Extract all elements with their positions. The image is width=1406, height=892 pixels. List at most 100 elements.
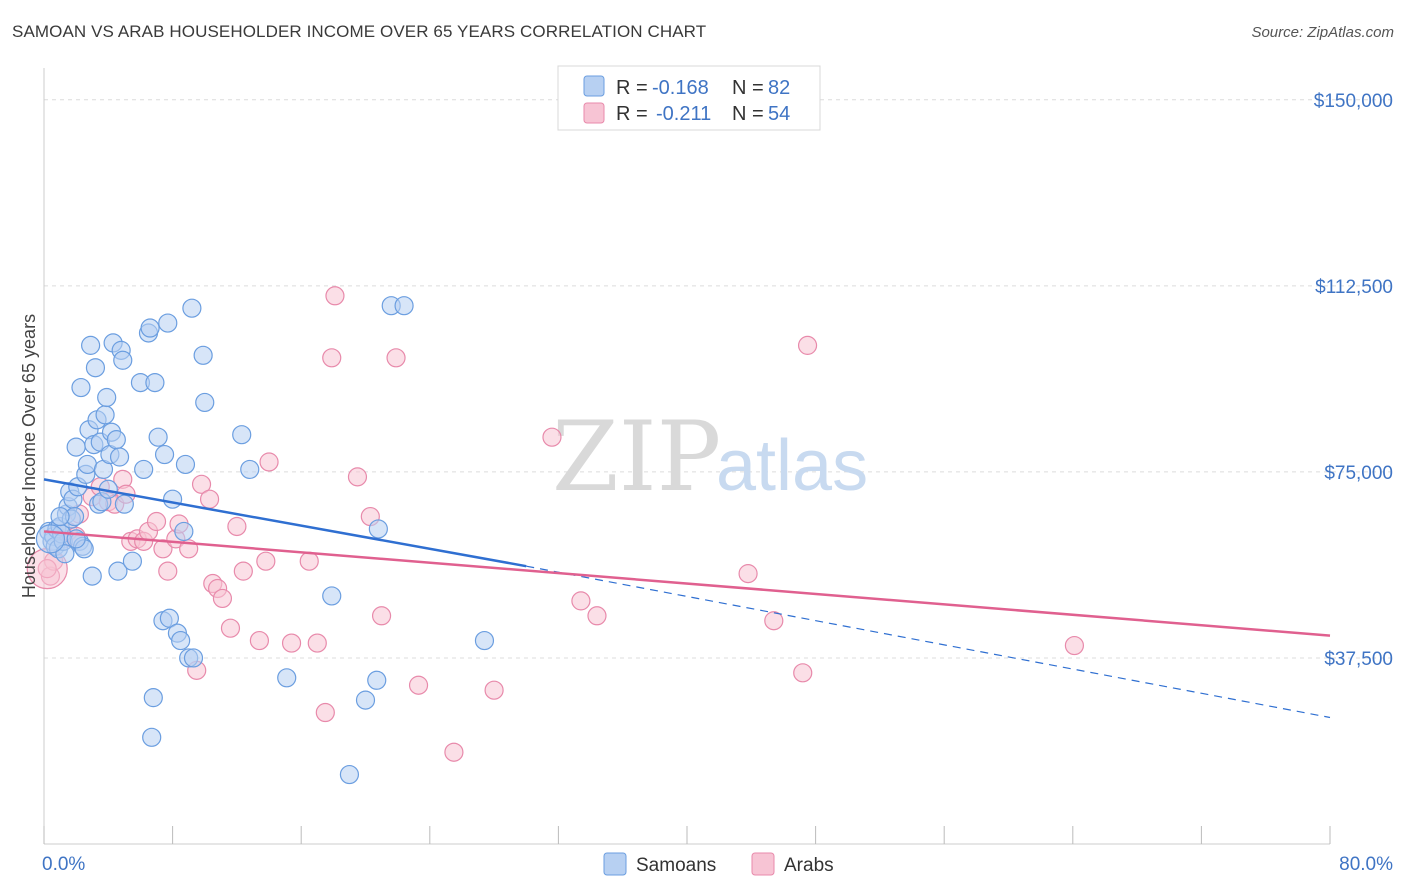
x-tick-label-max: 80.0% — [1339, 854, 1393, 875]
samoan-point — [394, 296, 414, 316]
arab-point — [259, 452, 279, 472]
y-tick-label: $150,000 — [1314, 91, 1393, 112]
samoan-trendline — [43, 478, 527, 568]
arab-point — [299, 551, 319, 571]
arab-trendline — [43, 530, 1331, 637]
samoan-point — [71, 377, 91, 398]
source-credit: Source: ZipAtlas.com — [1251, 24, 1394, 41]
samoan-point — [77, 454, 98, 475]
correlation-legend: R = -0.168 N = 82 R = -0.211 N = 54 — [557, 65, 821, 131]
watermark: ZIP atlas — [552, 401, 868, 513]
samoan-point — [240, 459, 260, 480]
samoan-point — [355, 690, 376, 710]
legend-n-label-arabs: N = — [732, 103, 764, 125]
arab-point — [408, 675, 429, 695]
arab-point — [146, 511, 167, 532]
arab-point — [191, 474, 212, 494]
samoan-point — [367, 670, 387, 690]
arab-point — [738, 564, 758, 584]
arab-point — [199, 489, 220, 509]
samoan-point — [81, 335, 101, 355]
chart-title: SAMOAN VS ARAB HOUSEHOLDER INCOME OVER 6… — [12, 22, 707, 41]
y-tick-label: $112,500 — [1315, 277, 1393, 298]
axes — [43, 68, 1331, 845]
samoan-point — [142, 727, 162, 747]
samoan-trendline-extension — [526, 565, 1331, 719]
y-axis-label: Householder Income Over 65 years — [19, 314, 39, 598]
samoan-point — [143, 688, 163, 708]
arab-point — [281, 633, 302, 653]
arab-point — [315, 702, 335, 723]
samoan-point — [368, 519, 388, 539]
arab-point — [793, 663, 813, 683]
arab-point — [587, 606, 607, 626]
arab-point — [158, 561, 178, 581]
samoan-point — [322, 586, 342, 606]
x-tick-label-min: 0.0% — [42, 854, 85, 875]
trendlines — [43, 478, 1331, 719]
y-tick-labels: $37,500 $75,000 $112,500 $150,000 — [1314, 91, 1393, 670]
arab-point — [542, 427, 562, 447]
arab-point — [220, 618, 241, 638]
arab-point — [571, 591, 591, 611]
samoan-point-large — [35, 524, 66, 554]
y-tick-label: $37,500 — [1324, 649, 1393, 670]
samoan-point — [140, 318, 160, 338]
arab-point — [347, 467, 368, 487]
samoan-point — [474, 630, 495, 651]
samoan-point — [183, 648, 204, 668]
bottom-swatch-arabs — [751, 852, 775, 876]
arab-point — [227, 516, 247, 537]
samoan-point — [193, 345, 213, 365]
bottom-swatch-samoans — [603, 852, 627, 876]
samoan-point — [108, 561, 128, 581]
samoan-point — [82, 566, 102, 586]
legend-n-samoans: 82 — [768, 77, 790, 99]
legend-swatch-samoans — [583, 75, 605, 97]
samoan-points — [35, 296, 495, 785]
series-legend: Samoans Arabs — [603, 852, 834, 876]
arab-point — [307, 633, 327, 653]
samoan-point — [145, 373, 165, 393]
arab-point — [1064, 635, 1085, 656]
bottom-legend-samoans: Samoans — [636, 855, 716, 876]
legend-r-samoans: -0.168 — [652, 77, 709, 99]
samoan-point — [66, 437, 86, 457]
legend-n-arabs: 54 — [768, 103, 790, 125]
samoan-point — [113, 350, 133, 370]
arab-point — [322, 348, 342, 368]
arab-point — [153, 539, 173, 559]
legend-swatch-arabs — [583, 102, 605, 124]
samoan-point — [109, 447, 130, 467]
samoan-point — [195, 392, 215, 413]
samoan-point — [277, 668, 297, 688]
y-tick-label: $75,000 — [1324, 463, 1393, 484]
arab-point — [484, 680, 504, 700]
legend-r-label-samoans: R = — [616, 77, 648, 99]
samoan-point — [159, 608, 179, 628]
arab-point — [256, 551, 276, 571]
samoan-point — [175, 454, 196, 475]
arab-point — [764, 611, 784, 631]
watermark-atlas: atlas — [716, 426, 868, 506]
legend-r-arabs: -0.211 — [656, 103, 711, 125]
samoan-point — [114, 494, 134, 514]
legend-r-label-arabs: R = — [616, 103, 648, 125]
samoan-point — [122, 551, 143, 571]
samoan-point — [97, 387, 117, 408]
arab-point — [444, 742, 464, 762]
arab-point — [325, 286, 345, 306]
samoan-point — [163, 489, 183, 509]
samoan-point — [154, 444, 175, 465]
watermark-zip: ZIP — [552, 401, 721, 513]
arab-point — [249, 630, 270, 651]
arab-point — [386, 348, 406, 368]
arab-point — [212, 588, 233, 609]
samoan-point — [339, 764, 360, 785]
arab-point — [233, 561, 253, 581]
samoan-point — [174, 521, 194, 542]
samoan-point — [106, 430, 126, 450]
samoan-point — [182, 298, 202, 318]
samoan-point — [50, 506, 70, 527]
